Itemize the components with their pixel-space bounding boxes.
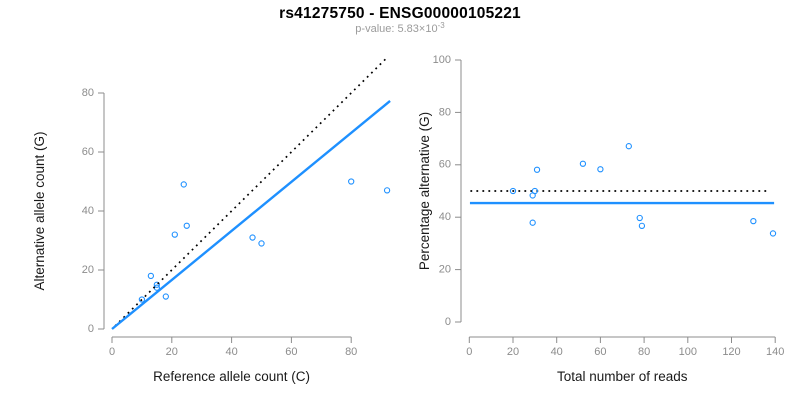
data-point xyxy=(638,222,646,229)
data-point xyxy=(769,230,777,237)
y-tick-label: 80 xyxy=(82,87,94,99)
data-point xyxy=(249,234,256,241)
data-point xyxy=(625,143,632,150)
x-tick-label: 20 xyxy=(507,346,519,358)
data-point xyxy=(348,178,355,185)
data-point xyxy=(171,231,178,238)
x-tick-label: 60 xyxy=(285,346,297,358)
x-tick-label: 100 xyxy=(679,346,697,358)
right-panel: 0 20 40 60 80 100 0 20 40 60 80 100 120 140 Total numb… xyxy=(417,54,784,384)
data-point xyxy=(579,160,587,167)
y-tick-label: 80 xyxy=(439,106,451,118)
plot-title: rs41275750 - ENSG00000105221 xyxy=(279,5,521,22)
y-tick-label: 0 xyxy=(445,316,451,328)
x-tick-label: 80 xyxy=(638,346,650,358)
x-tick-label: 20 xyxy=(166,346,178,358)
data-point xyxy=(529,219,536,226)
data-point xyxy=(533,166,541,173)
data-point xyxy=(597,166,604,173)
y-axis-title: Alternative allele count (G) xyxy=(32,131,47,290)
x-tick-label: 120 xyxy=(722,346,740,358)
data-point xyxy=(383,187,391,194)
x-axis-title: Reference allele count (C) xyxy=(153,369,310,384)
axes: 0 20 40 60 80 100 0 20 40 60 80 100 120 140 xyxy=(433,54,785,358)
y-tick-label: 0 xyxy=(88,323,94,335)
x-tick-label: 60 xyxy=(594,346,606,358)
pvalue-text: p-value: 5.83×10 xyxy=(355,23,438,35)
plot-subtitle: p-value: 5.83×10-3 xyxy=(0,21,800,36)
data-point xyxy=(147,272,155,280)
y-tick-label: 40 xyxy=(82,205,94,217)
y-tick-label: 40 xyxy=(439,211,451,223)
data-point xyxy=(180,181,187,188)
data-point xyxy=(531,187,538,195)
y-tick-label: 60 xyxy=(82,146,94,158)
x-tick-label: 0 xyxy=(466,346,472,358)
data-point xyxy=(183,222,190,229)
x-tick-label: 80 xyxy=(345,346,357,358)
y-tick-label: 20 xyxy=(82,264,94,276)
x-tick-label: 40 xyxy=(551,346,563,358)
pvalue-exponent: -3 xyxy=(437,21,445,30)
data-point xyxy=(509,187,517,195)
data-point xyxy=(138,296,146,303)
data-point xyxy=(258,240,265,247)
y-tick-label: 100 xyxy=(433,54,451,66)
y-tick-label: 20 xyxy=(439,264,451,276)
x-axis-title: Total number of reads xyxy=(557,369,688,384)
x-tick-label: 40 xyxy=(225,346,237,358)
data-point xyxy=(750,217,757,225)
left-panel: 0 20 40 60 80 0 20 40 60 80 Reference allele count… xyxy=(32,56,391,384)
data-point xyxy=(636,214,643,222)
regression-line xyxy=(111,100,391,330)
x-tick-label: 0 xyxy=(109,346,115,358)
y-tick-label: 60 xyxy=(439,159,451,171)
data-point xyxy=(162,293,169,300)
data-point xyxy=(153,281,160,288)
axes: 0 20 40 60 80 0 20 40 60 80 xyxy=(82,87,358,358)
y-axis-title: Percentage alternative (G) xyxy=(417,112,432,270)
x-tick-label: 140 xyxy=(766,346,784,358)
identity-line xyxy=(114,56,388,327)
